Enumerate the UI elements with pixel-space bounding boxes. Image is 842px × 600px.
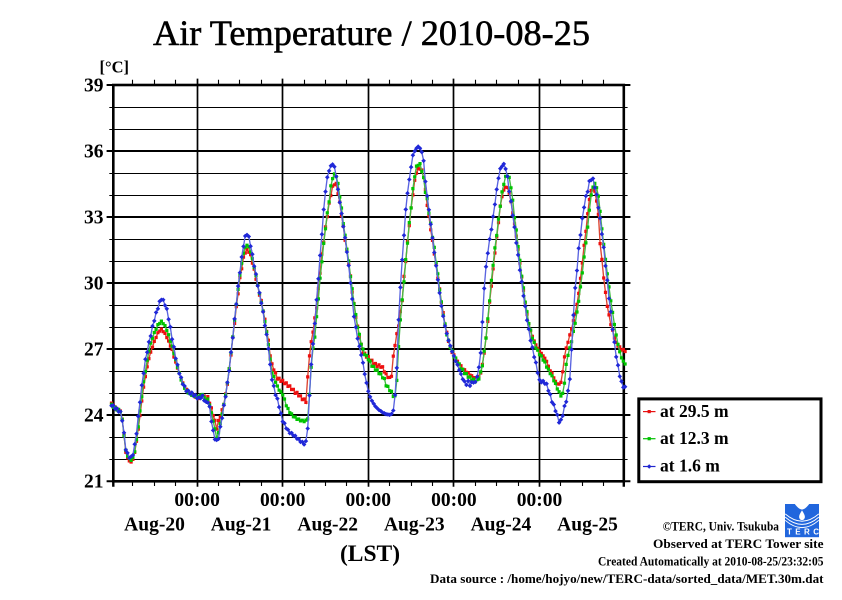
- svg-text:(LST): (LST): [340, 541, 400, 567]
- svg-text:at 1.6 m: at 1.6 m: [660, 456, 720, 476]
- svg-text:36: 36: [84, 141, 104, 162]
- svg-text:39: 39: [84, 75, 104, 96]
- svg-text:Air Temperature / 2010-08-25: Air Temperature / 2010-08-25: [153, 13, 590, 53]
- svg-text:00:00: 00:00: [346, 490, 392, 511]
- svg-text:00:00: 00:00: [174, 490, 220, 511]
- svg-text:at 29.5 m: at 29.5 m: [660, 401, 729, 421]
- svg-text:00:00: 00:00: [260, 490, 306, 511]
- svg-text:27: 27: [84, 340, 104, 361]
- svg-text:TERC: TERC: [787, 528, 822, 537]
- svg-text:Aug-21: Aug-21: [211, 514, 272, 535]
- svg-text:©TERC, Univ. Tsukuba: ©TERC, Univ. Tsukuba: [663, 520, 779, 534]
- svg-text:24: 24: [84, 406, 104, 427]
- svg-text:at 12.3 m: at 12.3 m: [660, 428, 729, 448]
- svg-text:30: 30: [84, 274, 104, 295]
- svg-text:21: 21: [84, 472, 104, 493]
- svg-text:00:00: 00:00: [431, 490, 477, 511]
- svg-text:Aug-20: Aug-20: [124, 514, 185, 535]
- svg-text:Data source : /home/hojyo/new/: Data source : /home/hojyo/new/TERC-data/…: [430, 572, 824, 586]
- svg-text:Aug-22: Aug-22: [297, 514, 358, 535]
- svg-text:[°C]: [°C]: [100, 58, 130, 77]
- svg-text:Aug-23: Aug-23: [384, 514, 445, 535]
- svg-text:Aug-25: Aug-25: [557, 514, 618, 535]
- svg-text:33: 33: [84, 208, 104, 229]
- svg-text:Observed at TERC Tower site: Observed at TERC Tower site: [653, 537, 824, 551]
- svg-text:00:00: 00:00: [517, 490, 563, 511]
- svg-text:Aug-24: Aug-24: [471, 514, 532, 535]
- svg-text:Created Automatically at 2010-: Created Automatically at 2010-08-25/23:3…: [598, 555, 824, 569]
